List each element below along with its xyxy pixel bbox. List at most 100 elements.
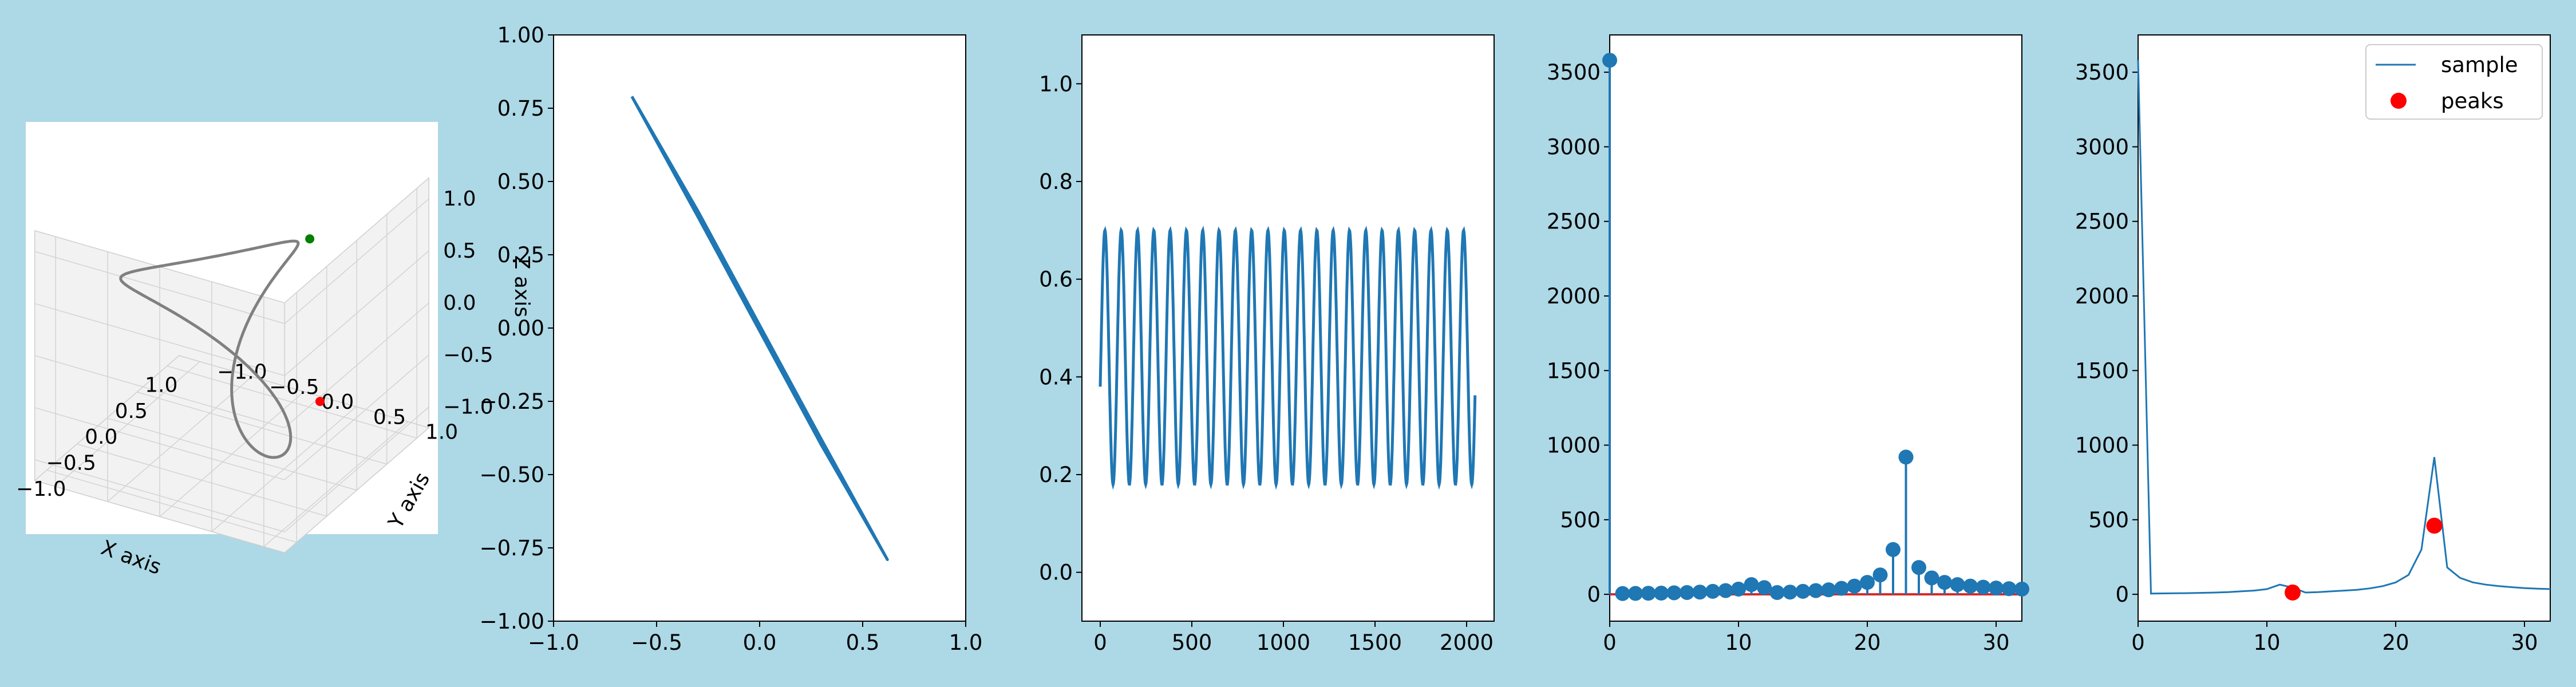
- grid-line-3d: [34, 251, 285, 324]
- stem-marker: [1834, 581, 1849, 596]
- y-tick-label: 0: [2115, 582, 2129, 607]
- stem-marker: [1783, 585, 1797, 600]
- stem-marker: [1654, 586, 1669, 601]
- axes-frame: [2138, 34, 2551, 622]
- stem-marker: [1911, 560, 1926, 575]
- ticks-group: 0 10 20 30 0 500 1000 1500 2000 2500 3000 3500: [2075, 60, 2538, 655]
- y-tick-label: 500: [1560, 508, 1601, 532]
- grid-line-3d: [284, 198, 429, 324]
- stem-marker: [1886, 542, 1901, 557]
- y-tick-label: 0.6: [1039, 267, 1073, 292]
- y-tick-label: 1000: [2075, 433, 2129, 458]
- legend-label-peaks: peaks: [2441, 89, 2504, 113]
- series-line: [630, 96, 889, 561]
- stem-marker: [1847, 578, 1862, 594]
- stem-marker: [1937, 575, 1952, 590]
- plot-area: [1099, 226, 1477, 490]
- gridlines-3d: [34, 188, 429, 547]
- x-tick-label: 30: [2511, 630, 2538, 655]
- stem-marker: [1860, 575, 1875, 590]
- y-tick-label: 3500: [1547, 60, 1601, 85]
- x-tick-label: 2000: [1440, 630, 1494, 655]
- stem-marker: [1628, 586, 1643, 601]
- z-tick-label-3d: 0.5: [443, 239, 476, 263]
- y-tick-label: −0.25: [480, 389, 544, 414]
- end-marker: [315, 397, 325, 406]
- x-tick-label: 10: [2253, 630, 2280, 655]
- y-tick-label: 2000: [1547, 284, 1601, 309]
- x-tick-label: 0: [1093, 630, 1107, 655]
- x-tick-label: 1500: [1348, 630, 1402, 655]
- z-tick-label-3d: −0.5: [443, 344, 493, 367]
- stem-marker: [1641, 586, 1656, 601]
- trajectory-line: [119, 239, 300, 459]
- x-tick-label-3d: 0.0: [85, 425, 117, 449]
- series-line: [1099, 226, 1477, 490]
- y-tick-label: 0.00: [497, 316, 544, 341]
- stem-marker: [1950, 577, 1965, 593]
- stem-marker: [1744, 577, 1759, 593]
- stem-marker: [1976, 579, 1991, 595]
- ticks-group: 0 500 1000 1500 2000 0.0 0.2 0.4 0.6 0.8 1.0: [1039, 72, 1494, 655]
- axes-frame: [1609, 34, 2022, 622]
- y-tick-label: 1.00: [497, 23, 544, 48]
- x-tick-label: −1.0: [528, 630, 579, 655]
- x-tick-label: 0.0: [743, 630, 777, 655]
- stem-marker: [2014, 581, 2029, 597]
- y-tick-label-3d: 0.0: [321, 390, 354, 414]
- stem-marker: [1898, 449, 1914, 465]
- grid-line-3d: [137, 392, 387, 465]
- x-tick-label-3d: −0.5: [46, 452, 96, 475]
- stem-marker: [1705, 583, 1720, 599]
- y-tick-label: 0.8: [1039, 169, 1073, 194]
- y-tick-label: −1.00: [480, 609, 544, 634]
- stem-marker: [1795, 583, 1811, 599]
- y-tick-label: 2500: [1547, 210, 1601, 234]
- stem-marker: [1680, 585, 1694, 600]
- stem-marker: [1666, 585, 1682, 601]
- y-tick-label: 500: [2088, 508, 2129, 532]
- ticks-group: −1.0 −0.5 0.0 0.5 1.0 −1.00 −0.75 −0.50 −0.25 0.0…: [480, 23, 983, 655]
- z-tick-label-3d: −1.0: [443, 396, 493, 419]
- y-tick-label: −0.75: [480, 536, 544, 560]
- stem-marker: [1808, 583, 1823, 598]
- plot-area: [1602, 53, 2029, 601]
- y-tick-label: 1500: [2075, 358, 2129, 383]
- y-tick-label: 0.2: [1039, 463, 1073, 487]
- y-tick-label: 0.75: [497, 96, 544, 121]
- grid-line-3d: [263, 421, 409, 547]
- y-tick-label: 0: [1587, 582, 1601, 607]
- stem-marker: [1602, 53, 1617, 68]
- y-tick-label: 3000: [2075, 135, 2129, 159]
- plot-area: [2137, 60, 2551, 601]
- y-tick-label-3d: −0.5: [269, 376, 319, 399]
- peak-marker: [2285, 584, 2301, 601]
- panel-spectrum-peaks: 0 10 20 30 0 500 1000 1500 2000 2500 3000 3500 samp…: [2075, 34, 2551, 655]
- plot-area: [630, 96, 889, 561]
- z-axis-label: Z axis: [510, 255, 534, 317]
- x-tick-label-3d: −1.0: [16, 477, 66, 501]
- y-tick-label-3d: 0.5: [373, 405, 406, 429]
- tick-labels-3d: −1.0−0.50.00.51.0−1.0−0.50.00.51.0−1.0−0…: [16, 187, 493, 501]
- y-tick-label-3d: −1.0: [217, 361, 267, 384]
- x-tick-label: 500: [1172, 630, 1212, 655]
- x-tick-label: 0: [2131, 630, 2145, 655]
- stem-marker: [1924, 570, 1939, 586]
- x-tick-label: 20: [1854, 630, 1880, 655]
- x-tick-label: −0.5: [631, 630, 682, 655]
- legend-box: [2365, 44, 2543, 120]
- panel-time-series: 0 500 1000 1500 2000 0.0 0.2 0.4 0.6 0.8 1.0: [1039, 34, 1495, 655]
- stem-marker: [2001, 581, 2017, 597]
- x-tick-label: 0.5: [846, 630, 880, 655]
- stem-marker: [1769, 585, 1785, 600]
- y-tick-label: 0.0: [1039, 560, 1073, 585]
- peak-marker: [2426, 518, 2443, 534]
- z-tick-label-3d: 1.0: [443, 187, 476, 211]
- x-tick-label: 1000: [1257, 630, 1310, 655]
- legend: sample peaks: [2365, 44, 2543, 120]
- y-tick-label: 1500: [1547, 358, 1601, 383]
- z-tick-label-3d: 0.0: [443, 291, 476, 315]
- x-tick-label-3d: 1.0: [145, 373, 177, 397]
- y-tick-label: 2000: [2075, 284, 2129, 309]
